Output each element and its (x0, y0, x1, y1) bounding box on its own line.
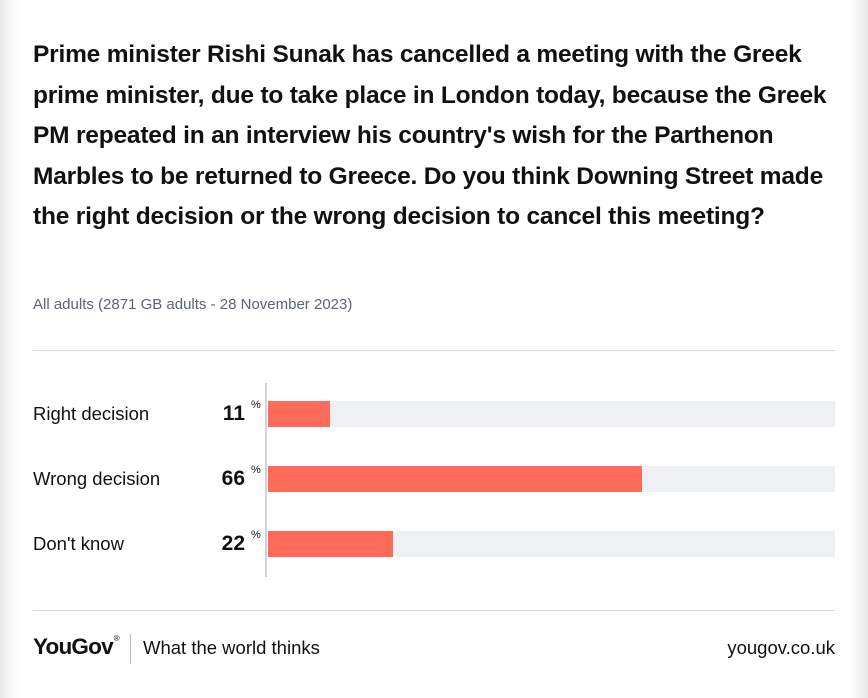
category-label: Don't know (33, 533, 124, 554)
chart-card: Prime minister Rishi Sunak has cancelled… (33, 0, 835, 698)
registered-mark: ® (113, 634, 120, 643)
bar-track (268, 401, 835, 427)
left-frame-shadow (0, 0, 18, 698)
bottom-divider (33, 610, 835, 611)
percent-unit-label: % (251, 399, 261, 411)
value-label: 11 (222, 402, 245, 425)
category-label: Wrong decision (33, 468, 161, 489)
tagline: What the world thinks (143, 637, 320, 658)
bar-track (268, 466, 835, 492)
logo-text: YouGov (33, 634, 114, 659)
footer-divider (130, 634, 131, 664)
category-label: Right decision (33, 403, 150, 424)
bar (268, 466, 642, 492)
chart-axis-line (265, 383, 267, 577)
footer: YouGov® What the world thinks yougov.co.… (33, 620, 835, 678)
bar (268, 401, 330, 427)
percent-unit-label: % (251, 529, 261, 541)
chart-title: Prime minister Rishi Sunak has cancelled… (33, 41, 827, 230)
chart-subtitle: All adults (2871 GB adults - 28 November… (33, 296, 353, 313)
value-label: 66 (221, 467, 245, 490)
bar-row: Wrong decision 66% (33, 464, 835, 492)
right-frame-shadow (850, 0, 868, 698)
yougov-logo[interactable]: YouGov® (33, 634, 120, 660)
top-divider (33, 350, 835, 351)
bar (268, 531, 393, 557)
value-label: 22 (221, 532, 245, 555)
bar-row: Don't know 22% (33, 529, 835, 557)
bar-row: Right decision 11% (33, 399, 835, 427)
percent-unit-label: % (251, 464, 261, 476)
website-link[interactable]: yougov.co.uk (727, 637, 835, 658)
bar-track (268, 531, 835, 557)
